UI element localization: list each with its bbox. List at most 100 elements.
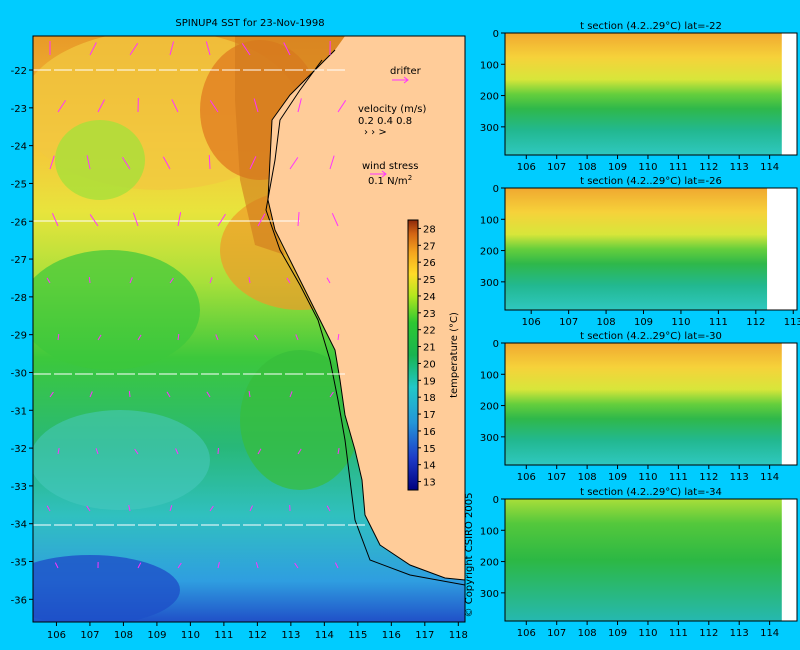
section-y-tick-label: 100 [480, 370, 499, 381]
drifter-label: drifter [390, 66, 422, 77]
section-x-tick-label: 114 [760, 472, 779, 483]
velocity-vector [97, 99, 105, 113]
velocity-vector [331, 213, 339, 227]
section-y-tick-label: 300 [480, 433, 499, 444]
map-y-tick-label: -24 [11, 142, 27, 153]
velocity-vector [337, 333, 340, 341]
velocity-vector [255, 562, 259, 569]
section-x-tick-label: 107 [547, 472, 566, 483]
section-frame [504, 498, 798, 622]
velocity-vector [295, 334, 299, 341]
velocity-vector [209, 505, 214, 512]
colorbar-tick-label: 16 [423, 427, 436, 438]
section-x-tick-label: 106 [522, 317, 541, 328]
section-x-tick-label: 107 [547, 628, 566, 639]
section-x-tick-label: 111 [709, 317, 728, 328]
map-x-tick-label: 117 [415, 630, 434, 641]
map-x-tick-label: 114 [315, 630, 334, 641]
map-y-tick-label: -27 [11, 255, 27, 266]
wind-legend-scale: 0.1 N/m2 [368, 174, 412, 187]
section-x-tick-label: 108 [578, 628, 597, 639]
velocity-vector [283, 42, 291, 56]
section-y-tick-label: 0 [493, 339, 499, 350]
velocity-vector [175, 448, 179, 455]
map-x-tick-label: 108 [114, 630, 133, 641]
velocity-vector [177, 212, 182, 227]
velocity-vector [337, 448, 340, 455]
velocity-vector [241, 43, 251, 56]
eddy-patch [55, 120, 145, 200]
cool-water-patch [240, 350, 360, 490]
velocity-vector [177, 562, 182, 569]
section-x-tick-label: 106 [517, 472, 536, 483]
velocity-vector [208, 154, 211, 170]
velocity-vector [254, 334, 259, 341]
velocity-vector [215, 334, 219, 341]
velocity-vectors [46, 40, 347, 569]
map-y-axis: -22 -23 -24 -25 -26 -27 -28 -29 -30 -31 -32 -33 -34 -… [11, 66, 33, 606]
velocity-vector [217, 562, 220, 569]
section-x-tick-label: 106 [517, 628, 536, 639]
velocity-vector [89, 42, 97, 56]
velocity-vector [326, 505, 331, 512]
colorbar-tick-label: 24 [423, 292, 436, 303]
section-x-tick-label: 111 [669, 162, 688, 173]
velocity-vector [97, 334, 102, 341]
section-y-tick-label: 0 [493, 495, 499, 506]
colorbar-tick-label: 23 [423, 309, 436, 320]
section-x-tick-label: 109 [608, 162, 627, 173]
section-title: t section (4.2..29°C) lat=-34 [580, 487, 722, 498]
map-x-tick-label: 112 [248, 630, 267, 641]
map-y-tick-label: -31 [11, 406, 27, 417]
warm-coastal-water [235, 36, 345, 255]
section-y-tick-label: 0 [493, 184, 499, 195]
velocity-vector [88, 276, 91, 284]
velocity-vector [249, 505, 253, 512]
map-x-tick-label: 109 [147, 630, 166, 641]
section-x-tick-label: 108 [578, 162, 597, 173]
map-y-tick-label: -25 [11, 179, 27, 190]
velocity-vector [128, 390, 131, 398]
colorbar-tick-label: 19 [423, 376, 436, 387]
cool-water-patch [33, 250, 200, 370]
velocity-vector [137, 334, 142, 341]
velocity-vector [209, 277, 213, 284]
velocity-vector [95, 448, 99, 455]
velocity-vector [134, 448, 139, 455]
section-x-tick-label: 110 [638, 628, 657, 639]
section-temperature-field [505, 499, 782, 621]
map-x-tick-label: 107 [80, 630, 99, 641]
velocity-vector [57, 333, 60, 341]
cool-water-patch [33, 410, 210, 510]
velocity-vector [162, 156, 171, 170]
map-x-tick-label: 111 [214, 630, 233, 641]
wind-legend-label: wind stress [362, 161, 418, 172]
velocity-vector [54, 562, 59, 569]
wind-arrow-icon [370, 170, 387, 178]
map-y-tick-label: -32 [11, 444, 27, 455]
section-frame [504, 187, 798, 311]
velocity-vector [51, 212, 59, 227]
map-y-tick-label: -22 [11, 66, 27, 77]
velocity-vector [297, 448, 302, 455]
section-x-tick-label: 110 [638, 162, 657, 173]
section-x-tick-label: 109 [608, 472, 627, 483]
map-y-tick-label: -30 [11, 368, 27, 379]
section-x-tick-label: 111 [669, 628, 688, 639]
velocity-vector [329, 391, 334, 398]
section-panel: t section (4.2..29°C) lat=-22 106 107 108 10… [480, 21, 798, 173]
velocity-vector [128, 505, 131, 512]
map-y-tick-label: -29 [11, 331, 27, 342]
colorbar-tick-label: 21 [423, 343, 436, 354]
section-x-tick-label: 112 [699, 472, 718, 483]
colorbar-tick-label: 22 [423, 326, 436, 337]
velocity-vector [46, 505, 51, 512]
velocity-vector [89, 391, 93, 398]
velocity-vector [297, 98, 302, 113]
section-x-tick-label: 113 [730, 162, 749, 173]
colorbar-label: temperature (°C) [449, 312, 460, 398]
velocity-vector [297, 212, 300, 227]
map-x-tick-label: 106 [47, 630, 66, 641]
velocity-vector [46, 277, 51, 284]
section-x-tick-label: 107 [547, 162, 566, 173]
